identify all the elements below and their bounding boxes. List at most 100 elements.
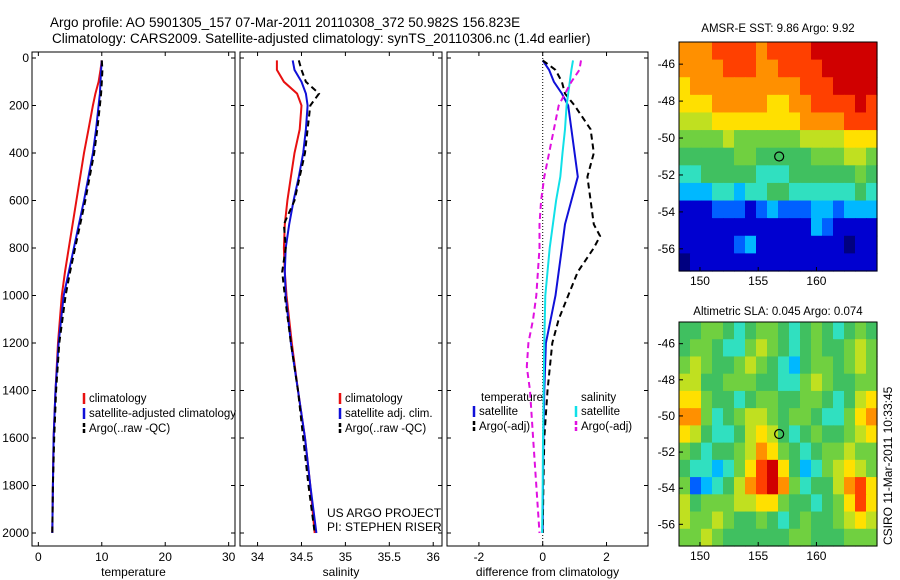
- map-title: AMSR-E SST: 9.86 Argo: 9.92: [701, 23, 854, 35]
- heatmap-cell: [789, 218, 801, 237]
- heatmap-cell: [800, 356, 812, 375]
- heatmap-cell: [690, 218, 702, 237]
- heatmap-cell: [767, 459, 779, 478]
- heatmap-cell: [734, 200, 746, 219]
- heatmap-cell: [855, 408, 867, 426]
- heatmap-cell: [811, 459, 823, 478]
- heatmap-cell: [855, 494, 867, 513]
- heatmap-cell: [822, 147, 834, 166]
- heatmap-cell: [866, 390, 878, 409]
- x-tick-label: 36: [427, 550, 441, 564]
- heatmap-cell: [745, 235, 757, 254]
- heatmap-cell: [811, 165, 823, 184]
- heatmap-cell: [756, 511, 768, 530]
- heatmap-cell: [789, 356, 801, 375]
- heatmap-cell: [723, 459, 735, 478]
- heatmap-cell: [833, 339, 845, 358]
- heatmap-cell: [756, 459, 768, 478]
- heatmap-cell: [855, 235, 867, 254]
- heatmap-cell: [734, 147, 746, 166]
- heatmap-cell: [822, 339, 834, 358]
- x-tick-label: 0: [35, 550, 42, 564]
- heatmap-cell: [712, 235, 724, 254]
- x-tick-label: 34.5: [290, 550, 314, 564]
- heatmap-cell: [712, 459, 724, 478]
- heatmap-cells: [679, 322, 878, 547]
- heatmap-cell: [833, 373, 845, 392]
- heatmap-cell: [811, 112, 823, 131]
- heatmap-cell: [679, 42, 691, 61]
- heatmap-cell: [679, 528, 691, 547]
- heatmap-cell: [690, 42, 702, 61]
- heatmap-cell: [789, 373, 801, 392]
- heatmap-cell: [701, 182, 713, 202]
- map-frame: [678, 41, 878, 272]
- legend-label: Argo(-adj): [479, 421, 530, 433]
- heatmap-cell: [778, 253, 790, 272]
- x-tick-label: 160: [806, 274, 826, 288]
- heatmap-cell: [767, 94, 779, 114]
- heatmap-cell: [712, 322, 724, 340]
- heatmap-cell: [701, 356, 713, 375]
- heatmap-cell: [833, 112, 845, 131]
- heatmap-cell: [745, 165, 757, 184]
- heatmap-cell: [866, 373, 878, 392]
- heatmap-cell: [756, 494, 768, 513]
- heatmap-cell: [701, 42, 713, 61]
- x-tick-label: 150: [690, 549, 710, 563]
- heatmap-cell: [844, 235, 856, 254]
- heatmap-cell: [778, 528, 790, 547]
- heatmap-cell: [833, 200, 845, 219]
- heatmap-cell: [712, 477, 724, 495]
- heatmap-cell: [822, 59, 834, 78]
- heatmap-cell: [822, 511, 834, 530]
- heatmap-cell: [745, 511, 757, 530]
- heatmap-cell: [789, 112, 801, 131]
- heatmap-cell: [822, 494, 834, 513]
- salinity-profile-panel: 34 34.5 35 35.5 36 salinity climatology satelli…: [239, 51, 443, 579]
- heatmap-cell: [690, 528, 702, 547]
- heatmap-cell: [690, 59, 702, 78]
- x-tick-label: -2: [474, 550, 485, 564]
- heatmap-cell: [866, 322, 878, 340]
- series-line-2: [541, 60, 574, 534]
- heatmap-cell: [789, 511, 801, 530]
- series-line-3: [525, 60, 582, 534]
- heatmap-cell: [712, 130, 724, 149]
- heatmap-cell: [756, 147, 768, 166]
- heatmap-cell: [789, 200, 801, 219]
- heatmap-cell: [723, 130, 735, 149]
- heatmap-cell: [734, 494, 746, 513]
- heatmap-cell: [712, 59, 724, 78]
- heatmap-cell: [745, 253, 757, 272]
- heatmap-cell: [701, 253, 713, 272]
- y-tick-label: -56: [658, 517, 676, 531]
- heatmap-cell: [833, 182, 845, 202]
- heatmap-cell: [800, 511, 812, 530]
- heatmap-cell: [800, 425, 812, 444]
- heatmap-cell: [723, 373, 735, 392]
- heatmap-cell: [690, 182, 702, 202]
- sla-map-panel: Altimetric SLA: 0.045 Argo: 0.074 150 155 1…: [658, 306, 878, 563]
- heatmap-cell: [756, 373, 768, 392]
- y-tick-label: -52: [658, 445, 676, 459]
- heatmap-cell: [833, 356, 845, 375]
- heatmap-cell: [701, 235, 713, 254]
- heatmap-cell: [778, 42, 790, 61]
- heatmap-cell: [690, 112, 702, 131]
- heatmap-cell: [844, 77, 856, 96]
- heatmap-cell: [690, 408, 702, 426]
- heatmap-cell: [800, 459, 812, 478]
- heatmap-cell: [745, 200, 757, 219]
- heatmap-cell: [800, 200, 812, 219]
- heatmap-cell: [679, 390, 691, 409]
- heatmap-cell: [767, 182, 779, 202]
- heatmap-cell: [844, 42, 856, 61]
- heatmap-cell: [767, 322, 779, 340]
- x-tick-label: 150: [690, 274, 710, 288]
- heatmap-cell: [800, 408, 812, 426]
- heatmap-cell: [844, 94, 856, 114]
- heatmap-cell: [778, 77, 790, 96]
- heatmap-cell: [811, 59, 823, 78]
